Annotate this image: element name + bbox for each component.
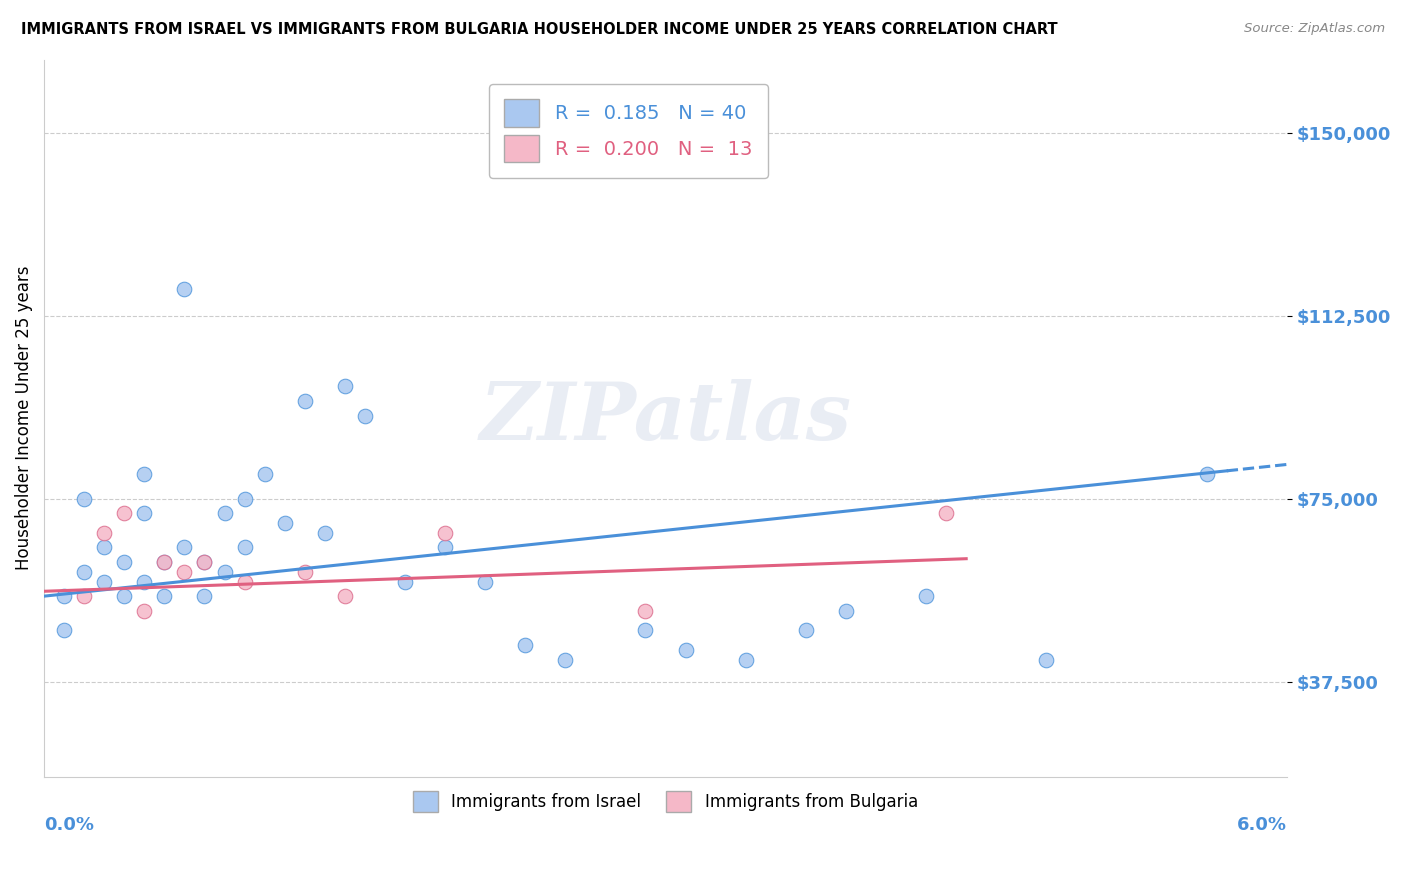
Point <box>53 624 76 638</box>
Point <box>253 467 276 482</box>
Point <box>634 624 657 638</box>
Point <box>394 574 416 589</box>
Point <box>634 604 657 618</box>
Point <box>134 574 156 589</box>
Point <box>53 589 76 603</box>
Text: 6.0%: 6.0% <box>1237 816 1286 834</box>
Point <box>675 642 697 657</box>
Point <box>153 555 176 569</box>
Point <box>273 516 295 530</box>
Text: ZIPatlas: ZIPatlas <box>479 379 852 457</box>
Point <box>353 409 375 423</box>
Legend: Immigrants from Israel, Immigrants from Bulgaria: Immigrants from Israel, Immigrants from … <box>406 785 925 819</box>
Point <box>173 565 195 579</box>
Y-axis label: Householder Income Under 25 years: Householder Income Under 25 years <box>15 266 32 570</box>
Point <box>134 506 156 520</box>
Point <box>294 565 316 579</box>
Point <box>794 624 817 638</box>
Point <box>214 506 236 520</box>
Point <box>434 525 457 540</box>
Point <box>153 555 176 569</box>
Point <box>93 574 115 589</box>
Point <box>314 525 336 540</box>
Point <box>73 589 96 603</box>
Point <box>112 555 135 569</box>
Point <box>112 589 135 603</box>
Point <box>935 506 957 520</box>
Point <box>835 604 858 618</box>
Point <box>915 589 938 603</box>
Point <box>73 565 96 579</box>
Point <box>554 652 576 666</box>
Point <box>1035 652 1057 666</box>
Point <box>233 541 256 555</box>
Point <box>93 541 115 555</box>
Point <box>93 525 115 540</box>
Point <box>173 541 195 555</box>
Text: Source: ZipAtlas.com: Source: ZipAtlas.com <box>1244 22 1385 36</box>
Text: IMMIGRANTS FROM ISRAEL VS IMMIGRANTS FROM BULGARIA HOUSEHOLDER INCOME UNDER 25 Y: IMMIGRANTS FROM ISRAEL VS IMMIGRANTS FRO… <box>21 22 1057 37</box>
Point <box>434 541 457 555</box>
Point <box>193 589 215 603</box>
Point <box>474 574 496 589</box>
Point <box>214 565 236 579</box>
Point <box>134 604 156 618</box>
Point <box>294 394 316 409</box>
Point <box>233 574 256 589</box>
Point <box>134 467 156 482</box>
Point <box>193 555 215 569</box>
Point <box>173 282 195 296</box>
Point <box>153 589 176 603</box>
Point <box>233 491 256 506</box>
Point <box>333 589 356 603</box>
Point <box>193 555 215 569</box>
Point <box>333 379 356 393</box>
Text: 0.0%: 0.0% <box>44 816 94 834</box>
Point <box>112 506 135 520</box>
Point <box>515 638 537 652</box>
Point <box>73 491 96 506</box>
Point <box>734 652 756 666</box>
Point <box>1195 467 1218 482</box>
